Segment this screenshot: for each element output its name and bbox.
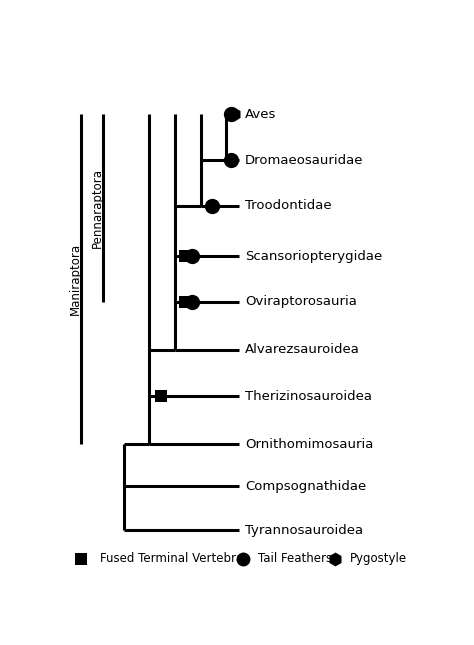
Text: Ornithomimosauria: Ornithomimosauria xyxy=(245,438,373,451)
Text: Tail Feathers: Tail Feathers xyxy=(258,552,332,565)
Text: Pennaraptora: Pennaraptora xyxy=(91,168,104,248)
Text: Alvarezsauroidea: Alvarezsauroidea xyxy=(245,343,360,356)
Text: Scansoriopterygidae: Scansoriopterygidae xyxy=(245,250,382,263)
Text: Oviraptorosauria: Oviraptorosauria xyxy=(245,295,356,308)
Text: Pygostyle: Pygostyle xyxy=(349,552,407,565)
Text: Troodontidae: Troodontidae xyxy=(245,199,331,212)
Text: Compsognathidae: Compsognathidae xyxy=(245,479,366,493)
Text: Tyrannosauroidea: Tyrannosauroidea xyxy=(245,524,363,537)
Text: Maniraptora: Maniraptora xyxy=(69,243,82,315)
Text: Fused Terminal Vertebrae: Fused Terminal Vertebrae xyxy=(100,552,250,565)
Text: Therizinosauroidea: Therizinosauroidea xyxy=(245,390,372,402)
Text: Dromaeosauridae: Dromaeosauridae xyxy=(245,154,363,166)
Text: Aves: Aves xyxy=(245,108,276,121)
